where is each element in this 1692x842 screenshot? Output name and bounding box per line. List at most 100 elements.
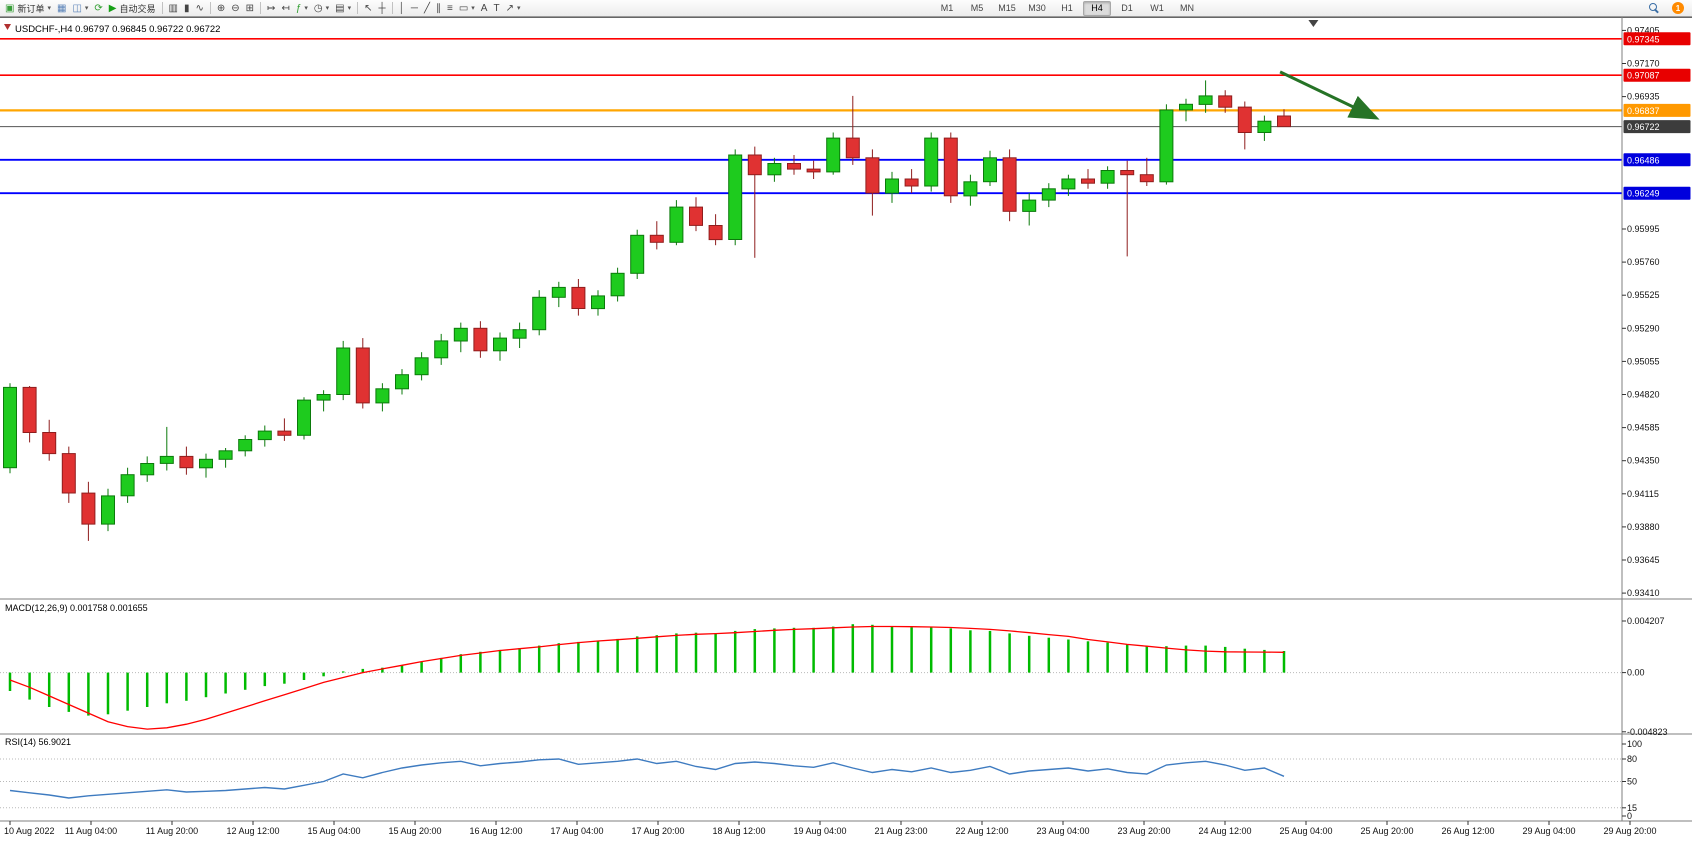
periods-icon: ◷ — [313, 2, 323, 14]
candles-chart-type-button[interactable]: ▮ — [181, 1, 193, 16]
arrows-button[interactable]: ↗ ▾ — [503, 1, 524, 16]
toolbar-separator — [357, 2, 359, 14]
timeframe-h4-button[interactable]: H4 — [1083, 1, 1111, 16]
indicators-icon: ƒ — [295, 2, 302, 14]
zoom-in-button[interactable]: ⊕ — [214, 1, 228, 16]
price-badge-label: 0.96249 — [1627, 189, 1660, 199]
tile-windows-button[interactable]: ⊞ — [243, 1, 257, 16]
candle-body — [473, 327, 488, 352]
candle-body — [591, 295, 605, 310]
cursor-button[interactable]: ↖ — [361, 1, 375, 16]
horizontal-line-button[interactable]: ─ — [408, 1, 421, 16]
candle-body — [453, 327, 468, 342]
candle-body — [1277, 115, 1291, 128]
zoom-in-icon: ⊕ — [216, 2, 226, 14]
search-icon[interactable] — [1648, 2, 1660, 14]
chevron-down-icon: ▾ — [516, 5, 521, 12]
macd-label: MACD(12,26,9) 0.001758 0.001655 — [5, 603, 148, 613]
timeframe-mn-button[interactable]: MN — [1180, 3, 1194, 13]
candle-body — [101, 495, 115, 525]
timeframe-m15-button[interactable]: M15 — [998, 3, 1016, 13]
chevron-down-icon: ▾ — [47, 5, 51, 12]
auto-scroll-button[interactable]: ↦ — [264, 1, 278, 16]
timeframe-d1-button[interactable]: D1 — [1121, 3, 1133, 13]
candle-body — [1237, 106, 1252, 133]
candle-body — [826, 137, 841, 173]
timeframe-m30-button[interactable]: M30 — [1028, 3, 1046, 13]
price-tick-label: 0.94585 — [1627, 423, 1660, 433]
one-click-trading-icon[interactable] — [4, 24, 11, 30]
timeframe-m1-button[interactable]: M1 — [940, 3, 954, 13]
price-tick-label: 0.93880 — [1627, 522, 1660, 532]
new-order-button[interactable]: ▣ 新订单 ▾ — [2, 1, 54, 16]
time-tick-label: 10 Aug 2022 — [4, 826, 55, 836]
rsi-scale-label: 0 — [1627, 811, 1632, 821]
price-tick-label: 0.93410 — [1627, 588, 1660, 598]
candle-body — [1218, 95, 1233, 108]
label-button[interactable]: T — [490, 1, 502, 16]
time-tick-label: 21 Aug 23:00 — [874, 826, 927, 836]
vertical-line-icon: │ — [398, 2, 405, 14]
candle-body — [179, 455, 194, 469]
price-tick-label: 0.97405 — [1627, 25, 1660, 35]
toolbar: ▣ 新订单 ▾ ▦ ◫ ▾ ⟳ ▶ 自动交易 ▥ ▮ ∿ ⊕ ⊖ ⊞ ↦ ↤ ƒ ▾ ◷ ▾ ▤ ▾ ↖ ┼ │ ─ ╱ ∥ ≡ ▭ ▾ A T ↗… — [0, 0, 1692, 17]
channel-button[interactable]: ∥ — [433, 1, 444, 16]
horizontal-line-icon: ─ — [410, 2, 418, 14]
shapes-icon: ▭ — [458, 2, 469, 14]
candle-body — [1159, 109, 1174, 183]
macd-scale-label: -0.004823 — [1627, 727, 1668, 737]
candle-body — [767, 163, 782, 176]
templates-button[interactable]: ▤ ▾ — [332, 1, 354, 16]
price-tick-label: 0.96935 — [1627, 92, 1660, 102]
price-tick-label: 0.95995 — [1627, 224, 1660, 234]
chart-shift-marker[interactable] — [1308, 20, 1319, 27]
shapes-button[interactable]: ▭ ▾ — [456, 1, 478, 16]
periods-button[interactable]: ◷ ▾ — [311, 1, 332, 16]
new-chart-button[interactable]: ▦ — [54, 1, 69, 16]
line-chart-type-icon: ∿ — [195, 2, 204, 14]
timeframe-h1-button[interactable]: H1 — [1061, 3, 1073, 13]
notification-badge[interactable]: 1 — [1672, 2, 1684, 14]
orange-level-line-badge: 0.96837 — [1623, 103, 1691, 117]
candle-body — [297, 399, 311, 436]
candle-body — [120, 474, 135, 497]
autotrading-button[interactable]: ▶ 自动交易 — [106, 1, 159, 16]
refresh-button[interactable]: ⟳ — [91, 1, 105, 16]
text-button[interactable]: A — [478, 1, 491, 16]
candle-body — [747, 154, 762, 176]
profiles-button[interactable]: ◫ ▾ — [69, 1, 91, 16]
candle-body — [61, 453, 76, 494]
vertical-line-button[interactable]: │ — [396, 1, 408, 16]
timeframe-m5-button[interactable]: M5 — [970, 3, 984, 13]
indicators-button[interactable]: ƒ ▾ — [293, 1, 311, 16]
trendline-button[interactable]: ╱ — [421, 1, 433, 16]
candle-body — [316, 394, 331, 401]
line-chart-type-button[interactable]: ∿ — [192, 1, 206, 16]
zoom-out-button[interactable]: ⊖ — [228, 1, 242, 16]
toolbar-separator — [260, 2, 262, 14]
timeframe-w1-button[interactable]: W1 — [1150, 3, 1164, 13]
crosshair-button[interactable]: ┼ — [376, 1, 389, 16]
crosshair-icon: ┼ — [378, 2, 386, 14]
chevron-down-icon: ▾ — [347, 5, 352, 12]
candle-body — [218, 450, 233, 460]
chart-canvas[interactable]: 0.97405 0.97170 0.96935 0.95995 0.95760 0.955… — [0, 17, 1692, 842]
time-tick-label: 19 Aug 04:00 — [793, 826, 846, 836]
price-axis: 0.97405 0.97170 0.96935 0.95995 0.95760 0.955… — [1622, 25, 1660, 598]
chevron-down-icon: ▾ — [325, 5, 330, 12]
rsi-label: RSI(14) 56.9021 — [5, 737, 72, 747]
candle-body — [42, 432, 57, 455]
cursor-icon: ↖ — [364, 2, 373, 14]
bars-chart-type-button[interactable]: ▥ — [166, 1, 181, 16]
chart-shift-button[interactable]: ↤ — [278, 1, 292, 16]
price-badge-label: 0.96486 — [1627, 155, 1660, 165]
fibonacci-button[interactable]: ≡ — [444, 1, 456, 16]
candle-body — [669, 206, 684, 243]
trend-arrow[interactable] — [1279, 70, 1380, 120]
bars-chart-type-icon: ▥ — [168, 2, 178, 14]
price-badge-label: 0.97087 — [1627, 71, 1660, 81]
time-tick-label: 17 Aug 04:00 — [550, 826, 603, 836]
candle-body — [532, 296, 547, 331]
candle-body — [434, 340, 449, 359]
